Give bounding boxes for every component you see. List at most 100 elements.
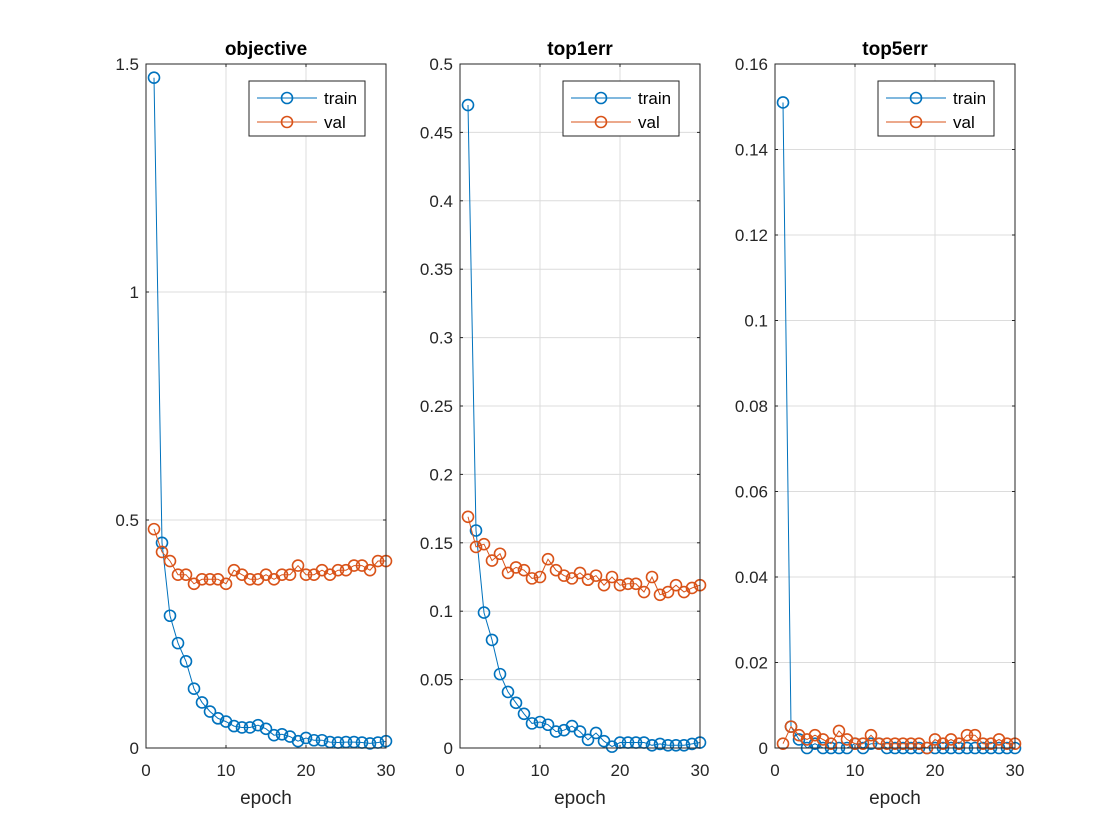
data-point-train [203,705,217,718]
data-point-train [653,737,667,751]
data-point-train [517,707,531,721]
legend-marker [594,115,608,129]
data-point-train [573,725,587,738]
data-point-val [541,552,555,566]
data-point-val [155,545,169,559]
y-tick-label: 0.06 [735,483,768,502]
data-point-val [469,540,483,554]
y-tick-label: 1 [130,283,139,302]
legend-box [248,80,366,137]
data-point-val [621,577,635,591]
data-point-train [195,696,209,709]
data-point-val [485,554,499,567]
data-point-train [677,738,691,752]
data-point-val [171,568,185,582]
data-point-val [533,570,547,584]
data-point-train [243,721,257,734]
y-tick-label: 0.35 [420,260,453,279]
data-point-train [163,609,177,623]
chart-title: top1err [547,39,613,60]
data-point-train [469,524,483,537]
data-point-train [661,738,675,752]
data-point-train [235,721,249,734]
legend-marker [280,91,294,105]
subplot-objective: 0 10 20 30 0 0.5 1 1.5 objective epoch train val [115,39,395,809]
data-point-train [485,633,499,647]
data-point-val [163,554,177,568]
legend-item-val: val [257,113,346,132]
y-tick-label: 0.4 [429,192,453,211]
data-point-train [275,728,289,741]
legend-marker [909,115,923,129]
data-point-val [776,737,790,751]
data-point-train [589,726,603,740]
legend-box [562,80,680,137]
data-point-val [856,737,870,751]
x-tick-label: 10 [217,761,236,780]
data-point-val [509,561,523,574]
legend-marker [280,115,294,129]
series-val [776,720,1022,755]
data-point-train [685,737,699,751]
data-point-val [557,569,571,582]
y-tick-label: 0 [130,739,139,758]
data-point-train [509,696,523,710]
y-tick-label: 0.3 [429,329,453,348]
data-point-val [493,547,507,561]
legend-label: val [953,113,975,132]
data-point-train [267,728,281,742]
data-point-train [864,737,878,751]
x-tick-label: 20 [297,761,316,780]
data-point-train [525,717,539,730]
x-tick-label: 0 [141,761,150,780]
x-tick-label: 10 [846,761,865,780]
x-axis-label: epoch [554,788,606,809]
data-point-train [541,718,555,732]
legend-marker [594,91,608,105]
legend-label: train [638,89,671,108]
legend-item-train: train [257,89,357,108]
data-point-train [211,712,225,725]
x-tick-label: 30 [1006,761,1025,780]
data-point-val [645,570,659,584]
data-point-train [259,722,273,736]
y-tick-label: 0.02 [735,654,768,673]
axes-box [459,63,701,749]
subplot-top5err: 0 10 20 30 0 0.02 0.04 0.06 0.08 0.1 0.12 0.14 0.16 t… [735,39,1025,809]
data-point-val [864,728,878,742]
legend-item-train: train [886,89,986,108]
data-point-val [517,563,531,577]
axes-box [774,63,1016,749]
data-point-val [477,537,491,551]
data-point-val [461,510,475,524]
y-tick-label: 0.05 [420,671,453,690]
data-point-val [976,737,990,751]
data-point-val [661,585,675,599]
y-tick-label: 0.08 [735,397,768,416]
y-tick-label: 0.5 [115,511,139,530]
data-point-val [573,566,587,580]
series-train [147,71,393,750]
data-point-val [219,577,233,591]
legend-label: train [324,89,357,108]
data-point-val [880,737,894,751]
data-point-val [363,563,377,577]
data-point-val [1000,737,1014,751]
series-line-val [782,725,1015,749]
data-point-train [187,682,201,696]
data-point-val [613,578,627,592]
data-point-train [645,738,659,752]
data-point-val [968,728,982,742]
x-axis-label: epoch [240,788,292,809]
subplot-top1err: 0 10 20 30 0 0.05 0.1 0.15 0.2 0.25 0.3 0.35 0.4 0.45… [420,39,710,809]
plot-area [146,64,386,748]
data-point-train [307,733,321,747]
data-point-val [848,737,862,751]
y-tick-label: 0.1 [429,602,453,621]
data-point-train [792,733,806,746]
axes-box [145,63,387,749]
data-point-val [888,737,902,751]
data-point-train [477,606,491,619]
data-point-val [275,568,289,582]
